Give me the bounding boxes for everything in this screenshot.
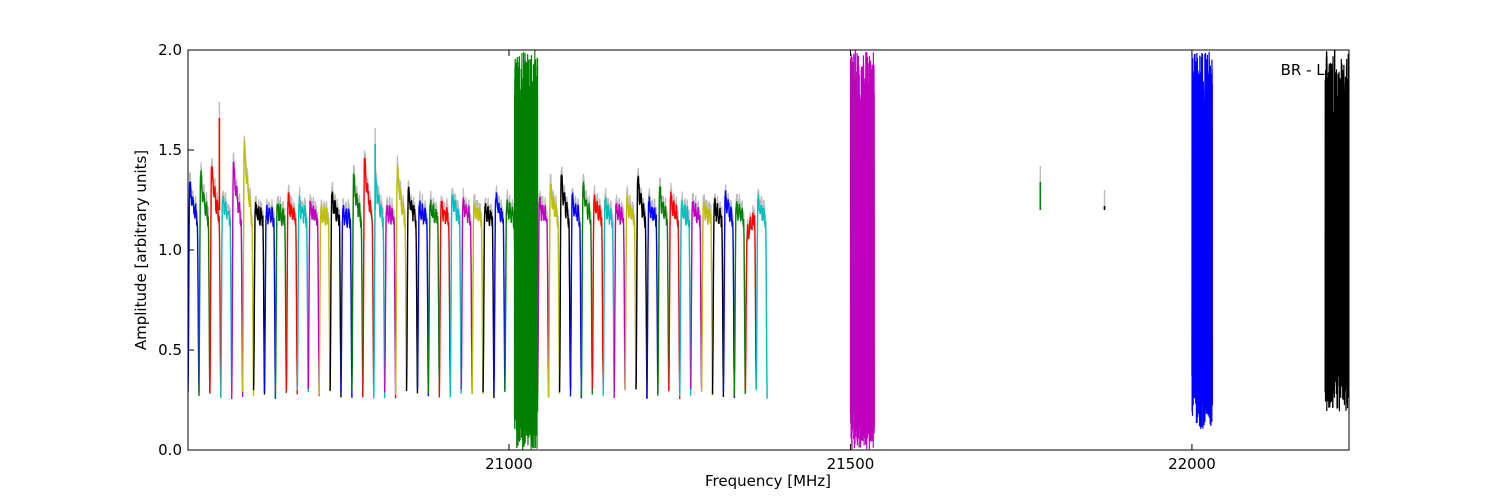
rfi-band — [1324, 50, 1349, 412]
channel-line — [536, 196, 550, 398]
channel-line — [679, 200, 692, 397]
reference-line — [471, 193, 484, 386]
channel-line — [241, 141, 255, 397]
x-tick-label: 21000 — [485, 455, 533, 473]
channel-line — [657, 186, 670, 396]
rfi-band — [513, 50, 539, 450]
channel-line — [209, 166, 222, 397]
channel-line — [635, 175, 648, 399]
channel-line — [580, 181, 593, 397]
y-tick-label: 1.5 — [158, 141, 182, 159]
channel-line — [755, 194, 768, 399]
channel-line — [591, 194, 604, 390]
channel-line — [318, 204, 331, 396]
channel-line — [547, 183, 561, 398]
chart-annotation: BR - LL — [1281, 61, 1334, 79]
x-tick-label: 22000 — [1168, 455, 1216, 473]
x-tick-label: 21500 — [827, 455, 875, 473]
channel-line — [646, 195, 659, 399]
reference-line — [755, 188, 768, 393]
reference-line — [362, 150, 375, 391]
channel-line — [394, 165, 408, 395]
channel-line — [471, 203, 484, 395]
rfi-band — [849, 50, 875, 450]
reference-line — [679, 191, 692, 390]
channel-line — [569, 192, 583, 399]
channel-line — [482, 203, 495, 399]
channel-line — [405, 186, 419, 394]
y-tick-label: 1.0 — [158, 241, 182, 259]
channel-line — [329, 191, 342, 398]
rfi-band — [1191, 51, 1214, 429]
series-layer — [188, 50, 1349, 450]
channel-line — [340, 204, 353, 398]
channel-line — [602, 197, 615, 396]
channel-line — [188, 181, 200, 394]
channel-line — [744, 212, 757, 392]
plot-area — [188, 50, 1349, 450]
channel-line — [613, 203, 626, 398]
reference-line — [384, 195, 397, 390]
channel-line — [252, 201, 266, 395]
channel-line — [274, 203, 288, 399]
channel-line — [231, 161, 244, 399]
ticks-layer: 0.0 0.5 1.0 1.5 2.0 21000 21500 22000 — [158, 41, 1349, 473]
channel-line — [285, 192, 298, 395]
channel-line — [263, 204, 277, 399]
y-tick-label: 0.5 — [158, 341, 182, 359]
channel-line — [438, 200, 451, 398]
channel-line — [416, 200, 430, 397]
y-axis-label: Amplitude [arbitrary units] — [132, 150, 150, 350]
channel-line — [700, 201, 714, 396]
channel-line — [668, 191, 681, 399]
channel-line — [198, 170, 211, 396]
channel-line — [493, 192, 506, 394]
channel-line — [362, 157, 375, 398]
channel-line — [296, 195, 309, 393]
channel-line — [427, 199, 441, 394]
y-tick-label: 0.0 — [158, 441, 182, 459]
channel-line — [351, 173, 364, 396]
channel-line — [733, 201, 746, 396]
channel-line — [624, 194, 637, 391]
channel-line — [460, 197, 473, 394]
channel-line — [307, 200, 320, 397]
y-tick-label: 2.0 — [158, 41, 182, 59]
x-axis-label: Frequency [MHz] — [705, 472, 831, 490]
channel-line — [558, 174, 572, 393]
channel-line — [722, 189, 736, 398]
channel-line — [689, 201, 703, 391]
channel-line — [220, 195, 233, 399]
channel-line — [711, 197, 725, 398]
reference-line — [351, 164, 364, 389]
reference-line — [657, 177, 670, 392]
reference-line — [307, 193, 320, 387]
channel-line — [449, 194, 462, 398]
channel-line — [383, 204, 397, 399]
reference-line — [624, 186, 637, 385]
